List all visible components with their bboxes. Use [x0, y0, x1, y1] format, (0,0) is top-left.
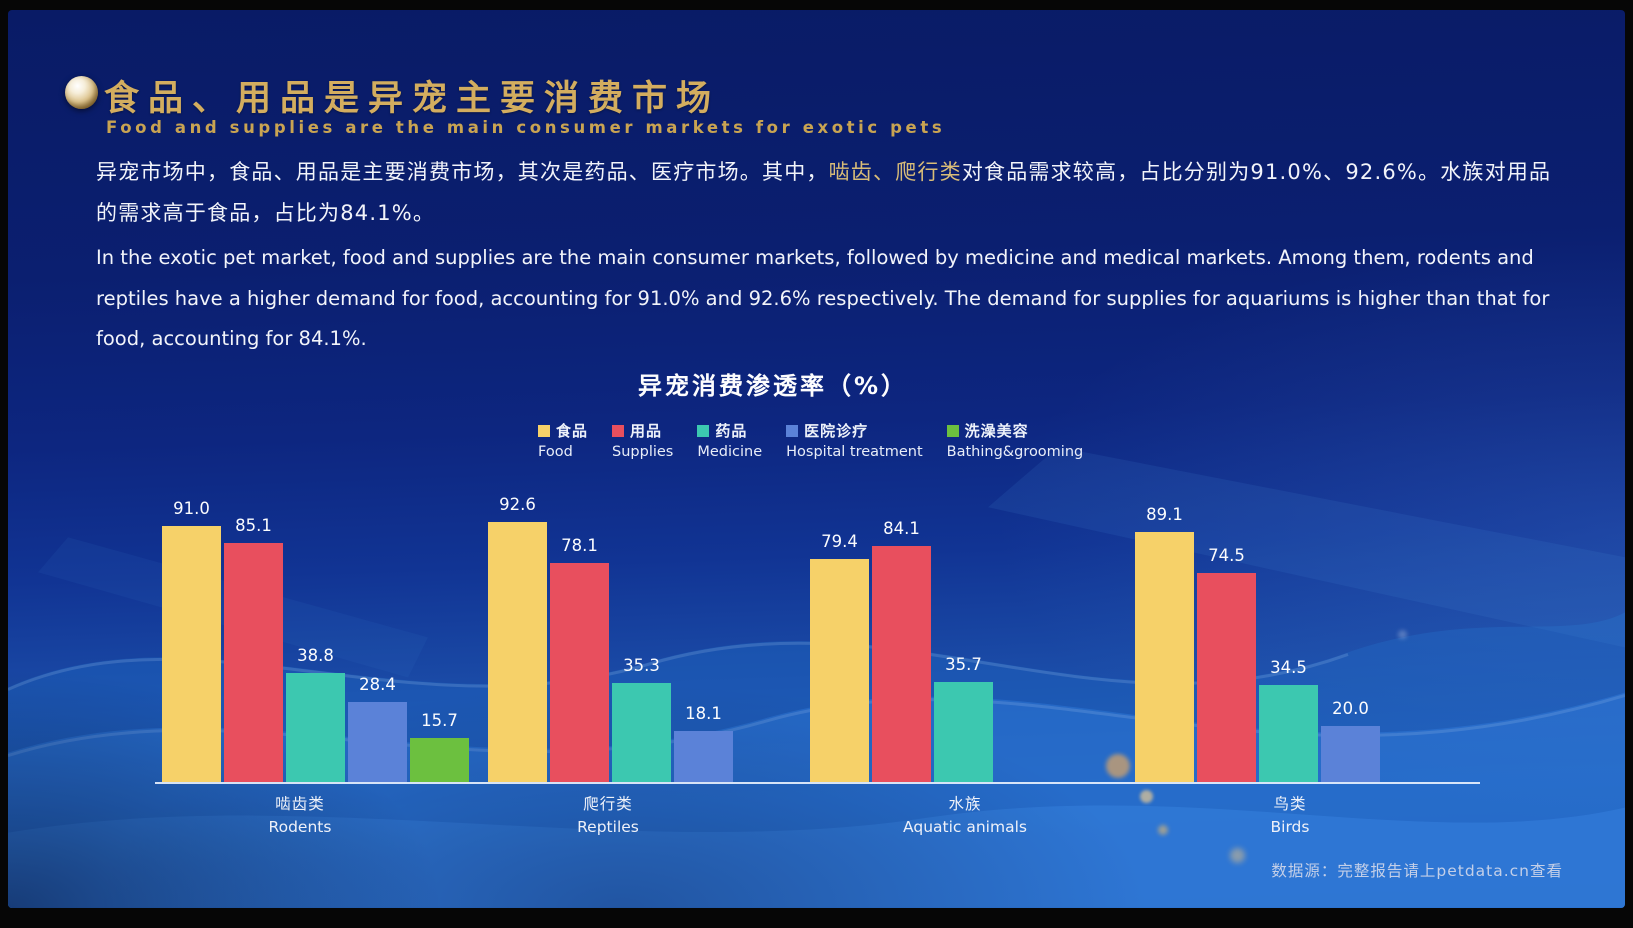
bar-chart: 91.0 85.1 38.8 28.4 15.7 啮齿类 Rodents 92.6 78.1 35… — [8, 10, 1625, 908]
bar-value-label: 34.5 — [1270, 658, 1307, 677]
category-label-en: Reptiles — [577, 818, 639, 836]
category-label-cn: 水族 — [948, 795, 982, 813]
category-label: 鸟类 Birds — [1170, 792, 1410, 836]
bar — [612, 683, 671, 782]
bar-value-label: 18.1 — [685, 704, 722, 723]
category-label: 水族 Aquatic animals — [845, 792, 1085, 836]
category-label-cn: 啮齿类 — [275, 795, 325, 813]
bar-value-label: 35.3 — [623, 656, 660, 675]
x-axis-line — [155, 782, 1480, 784]
bar-value-label: 85.1 — [235, 516, 272, 535]
bar-value-label: 92.6 — [499, 495, 536, 514]
bar — [674, 731, 733, 782]
category-label: 爬行类 Reptiles — [488, 792, 728, 836]
bar-value-label: 20.0 — [1332, 699, 1369, 718]
category-label-en: Birds — [1270, 818, 1310, 836]
bar-value-label: 35.7 — [945, 655, 982, 674]
category-label-en: Aquatic animals — [903, 818, 1027, 836]
bar-value-label: 89.1 — [1146, 505, 1183, 524]
bar — [810, 559, 869, 782]
category-label-en: Rodents — [268, 818, 332, 836]
bar-value-label: 38.8 — [297, 646, 334, 665]
bar-value-label: 28.4 — [359, 675, 396, 694]
bar-value-label: 74.5 — [1208, 546, 1245, 565]
bar — [934, 682, 993, 782]
bar — [1197, 573, 1256, 782]
slide-background: 食品、用品是异宠主要消费市场 Food and supplies are the… — [8, 10, 1625, 908]
bar — [1135, 532, 1194, 782]
category-label: 啮齿类 Rodents — [180, 792, 420, 836]
bar — [488, 522, 547, 782]
bar-value-label: 84.1 — [883, 519, 920, 538]
bar — [1321, 726, 1380, 782]
data-source-note: 数据源：完整报告请上petdata.cn查看 — [1271, 862, 1563, 880]
bar-value-label: 15.7 — [421, 711, 458, 730]
bar-value-label: 78.1 — [561, 536, 598, 555]
category-label-cn: 爬行类 — [583, 795, 633, 813]
bar — [162, 526, 221, 782]
category-label-cn: 鸟类 — [1273, 795, 1307, 813]
bar — [410, 738, 469, 782]
